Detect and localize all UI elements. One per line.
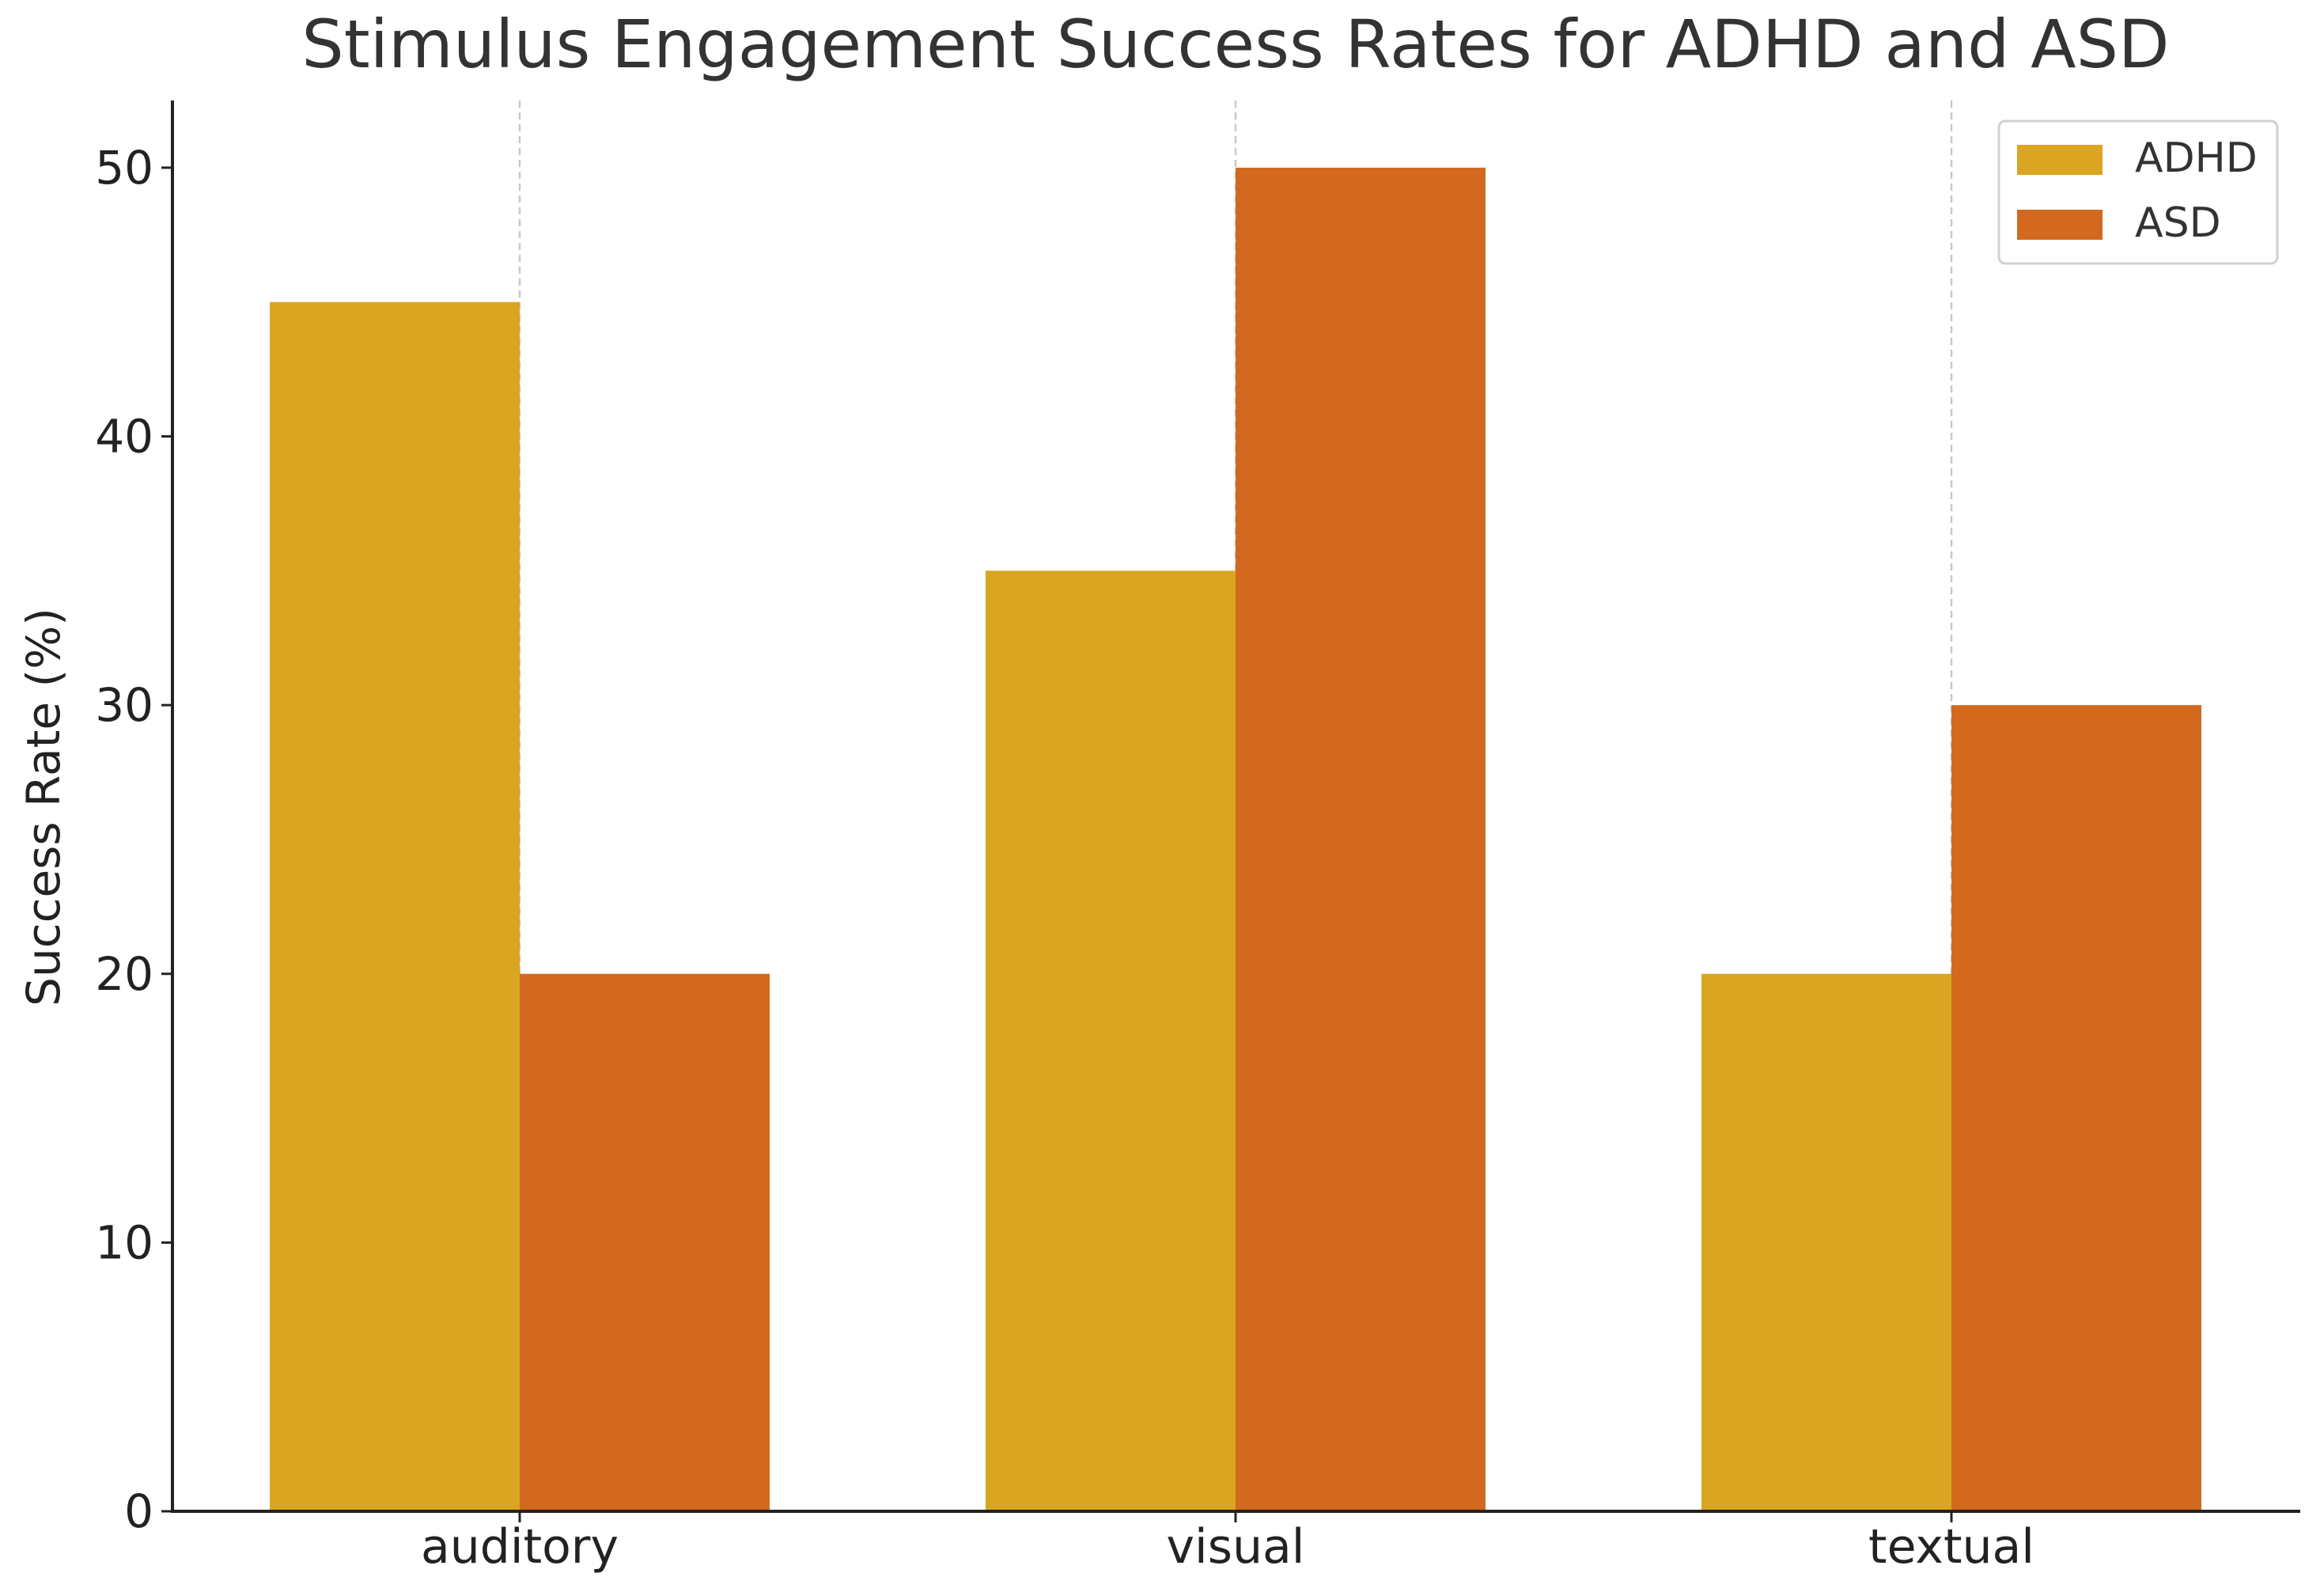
y-axis-label: Success Rate (%)	[17, 608, 70, 1006]
y-tick-label-50: 50	[95, 141, 153, 195]
bar-asd-textual	[1951, 705, 2201, 1511]
bar-asd-auditory	[520, 973, 770, 1511]
legend: ADHD ASD	[1997, 119, 2279, 265]
axes: 0 10 20 30 40 50 auditory visual textual	[95, 100, 2300, 1575]
y-tick-label-20: 20	[95, 947, 153, 1001]
x-tick-label-visual: visual	[1167, 1519, 1305, 1575]
legend-swatch-asd	[2017, 210, 2103, 240]
y-tick-label-0: 0	[124, 1484, 153, 1538]
legend-label-adhd: ADHD	[2135, 135, 2258, 182]
bar-asd-visual	[1236, 167, 1486, 1511]
bar-adhd-auditory	[270, 301, 520, 1511]
legend-label-asd: ASD	[2135, 199, 2221, 247]
chart-title: Stimulus Engagement Success Rates for AD…	[301, 6, 2169, 83]
x-tick-label-textual: textual	[1868, 1519, 2034, 1575]
bars	[270, 167, 2201, 1512]
y-tick-label-30: 30	[95, 678, 153, 732]
y-tick-label-40: 40	[95, 410, 153, 464]
x-tick-label-auditory: auditory	[421, 1519, 619, 1575]
legend-swatch-adhd	[2017, 145, 2103, 175]
y-tick-label-10: 10	[95, 1215, 153, 1269]
bar-adhd-visual	[986, 570, 1236, 1512]
bar-adhd-textual	[1701, 973, 1951, 1511]
